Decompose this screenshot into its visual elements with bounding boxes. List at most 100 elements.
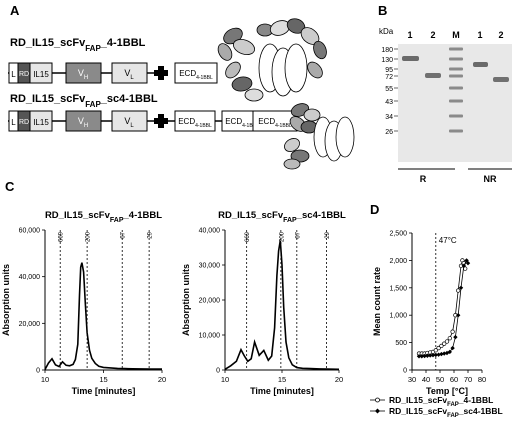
- vl-domain: [111, 62, 148, 84]
- standard-label-669: 669: [59, 231, 65, 242]
- x-tick-label: 70: [464, 375, 472, 384]
- series-line-1: [224, 240, 340, 371]
- construct-1-molecule-icon: [217, 18, 327, 102]
- x-axis-label: Temp [°C]: [426, 386, 468, 396]
- data-point: [465, 260, 471, 266]
- data-point: [419, 354, 424, 359]
- construct-2-title: RD_IL15_scFvFAP_sc4-1BBL: [10, 93, 158, 109]
- standard-label-200: 200: [279, 231, 285, 242]
- ladder-band: [449, 99, 463, 103]
- rd-label: RD: [19, 119, 29, 126]
- condition-nr: NR: [484, 174, 497, 184]
- linker-cross-icon: [154, 114, 168, 128]
- data-point: [436, 345, 441, 351]
- ladder-band: [449, 86, 463, 90]
- vl-label: VL: [124, 68, 134, 81]
- lane-label-2: 2: [498, 30, 503, 40]
- legend-marker: [375, 397, 380, 403]
- marker-label-95: 95: [385, 67, 393, 74]
- legend-label-2: RD_IL15_scFvFAP_sc4-1BBL: [389, 406, 503, 419]
- axes: [411, 233, 482, 371]
- series-line-1: [44, 262, 163, 370]
- lane-label-M: M: [452, 30, 460, 40]
- data-point: [450, 329, 455, 334]
- thermal-stability-chart: 0 500 1,000 1,500 2,000 2,500 30 40 50 60 70 80 Temp…: [372, 231, 486, 397]
- data-point: [428, 353, 433, 358]
- data-point: [456, 288, 461, 293]
- gel-image: [398, 44, 512, 162]
- il15-label: IL15: [33, 70, 49, 79]
- data-point: [450, 345, 455, 351]
- panel-letter-d: D: [370, 202, 379, 217]
- vh-label: VH: [78, 68, 88, 81]
- data-point: [447, 336, 452, 341]
- data-point: [444, 339, 450, 344]
- data-point: [442, 341, 447, 346]
- marker-label-55: 55: [385, 86, 393, 93]
- x-tick-label: 20: [158, 375, 166, 384]
- band-r-lane-2: [425, 73, 441, 78]
- construct-2-domains: L RD IL15 VH VL ECD4-1BBL ECD4-1BBL ECD4…: [8, 110, 300, 132]
- data-point: [439, 343, 444, 349]
- vh-domain: [65, 62, 102, 84]
- band-nr-lane-1: [473, 62, 488, 67]
- leader-label: L: [11, 70, 16, 79]
- vh-label: VH: [78, 116, 88, 129]
- y-tick-label: 30,000: [199, 263, 221, 270]
- ecd-label: ECD4-1BBL: [179, 69, 213, 81]
- x-tick-label: 50: [436, 375, 444, 384]
- sample-bands: [402, 56, 509, 82]
- construct-1-domains: L RD IL15 VH VL ECD4-1BBL: [8, 62, 218, 84]
- standard-label-67: 67: [295, 231, 301, 238]
- vh-domain: [65, 110, 102, 132]
- lane-label-1: 1: [477, 30, 482, 40]
- ladder-band: [449, 47, 463, 51]
- data-point: [447, 349, 452, 355]
- data-point: [442, 351, 447, 356]
- lane-labels: 1 2 M 1 2: [407, 30, 503, 40]
- vl-domain: [111, 110, 148, 132]
- chart-title: RD_IL15_scFvFAP_sc4-1BBL: [218, 210, 346, 224]
- x-tick-label: 20: [335, 375, 343, 384]
- y-tick-label: 40,000: [199, 228, 221, 235]
- standard-label-67: 67: [121, 231, 127, 238]
- y-tick-label: 20,000: [19, 321, 41, 328]
- marker-label-43: 43: [385, 99, 393, 106]
- axes: [44, 230, 162, 371]
- x-tick-label: 80: [478, 375, 486, 384]
- standard-label-669: 669: [245, 231, 251, 242]
- y-tick-label: 40,000: [19, 274, 41, 281]
- x-tick-label: 60: [450, 375, 458, 384]
- data-point: [461, 263, 466, 269]
- data-point: [458, 285, 464, 290]
- marker-label-130: 130: [381, 57, 393, 64]
- marker-label-180: 180: [381, 47, 393, 54]
- sec-chart-sc4-1bbl: RD_IL15_scFvFAP_sc4-1BBL 0 10,000 20,000 30,…: [181, 210, 346, 396]
- ecd-label: ECD4-1BBL: [178, 117, 212, 129]
- lane-label-1: 1: [407, 30, 412, 40]
- standard-label-200: 200: [86, 231, 92, 242]
- y-tick-label: 0: [216, 368, 220, 375]
- x-axis-label: Time [minutes]: [250, 386, 314, 396]
- data-point: [430, 353, 436, 358]
- panel-c: C: [5, 179, 15, 194]
- y-tick-label: 1,500: [389, 285, 407, 292]
- x-tick-label: 15: [99, 375, 107, 384]
- x-tick-label: 40: [422, 375, 430, 384]
- vl-label: VL: [124, 116, 134, 129]
- ladder-band: [449, 67, 463, 71]
- condition-r: R: [420, 174, 427, 184]
- marker-label-26: 26: [385, 129, 393, 136]
- data-point: [439, 351, 444, 357]
- data-point: [433, 348, 438, 353]
- y-tick-label: 1,000: [389, 313, 407, 320]
- legend-marker: [375, 408, 380, 414]
- ladder-band: [449, 74, 463, 78]
- lane-label-2: 2: [430, 30, 435, 40]
- y-tick-label: 500: [395, 340, 407, 347]
- construct-2-molecule-icon: [283, 103, 355, 170]
- ladder-lane: [449, 47, 463, 133]
- x-tick-label: 10: [221, 375, 229, 384]
- panel-d: D: [370, 202, 379, 217]
